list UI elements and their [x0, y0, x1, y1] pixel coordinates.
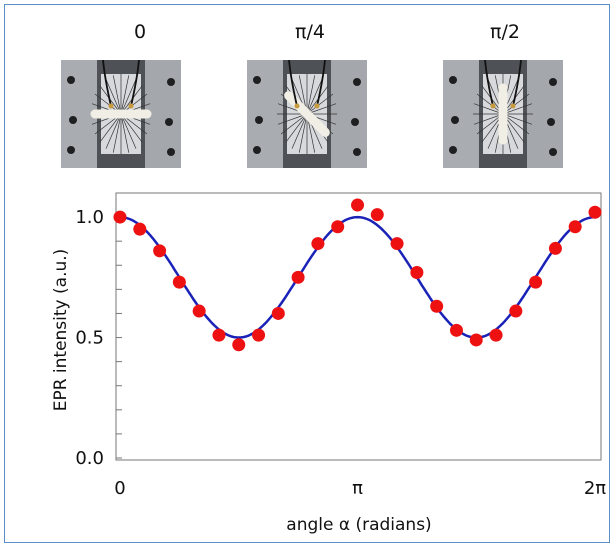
- photo-label-pi-4: π/4: [295, 21, 325, 43]
- y-tick-label: 1.0: [75, 207, 104, 228]
- data-points: [113, 198, 602, 352]
- y-tick-label: 0.0: [75, 448, 104, 469]
- data-point: [331, 220, 345, 234]
- x-axis-title: angle α (radians): [286, 515, 431, 535]
- sample-photo-0: [61, 60, 181, 168]
- data-point: [153, 244, 167, 258]
- x-axis: 0 π 2π: [114, 478, 606, 499]
- data-point: [370, 208, 384, 222]
- sample-photo-pi-2: [443, 60, 563, 168]
- data-point: [469, 333, 483, 347]
- data-point: [449, 323, 463, 337]
- data-point: [291, 270, 305, 284]
- data-point: [351, 198, 365, 212]
- x-tick-label: π: [352, 478, 363, 499]
- data-point: [113, 210, 127, 224]
- x-tick-label: 2π: [584, 478, 606, 499]
- data-point: [311, 237, 325, 251]
- photo-label-0: 0: [133, 21, 147, 43]
- y-tick-label: 0.5: [75, 328, 104, 349]
- data-point: [390, 237, 404, 251]
- data-point: [410, 266, 424, 279]
- data-point: [192, 304, 206, 318]
- data-point: [489, 328, 503, 342]
- x-tick-label: 0: [114, 478, 125, 499]
- data-point: [548, 241, 562, 255]
- data-point: [430, 299, 444, 313]
- plot-area: [115, 192, 602, 461]
- data-point: [529, 275, 543, 289]
- photo-label-pi-2: π/2: [490, 21, 520, 43]
- y-axis-title: EPR intensity (a.u.): [51, 249, 71, 412]
- data-point: [252, 328, 266, 342]
- data-point: [212, 328, 226, 342]
- sample-photo-pi-4: [247, 60, 367, 168]
- data-point: [232, 338, 246, 352]
- y-axis: 0.0 0.5 1.0: [75, 192, 122, 469]
- data-point: [271, 306, 285, 320]
- data-point: [172, 275, 186, 289]
- data-point: [133, 222, 147, 236]
- data-point: [588, 205, 602, 219]
- data-point: [509, 304, 523, 318]
- data-point: [568, 220, 582, 234]
